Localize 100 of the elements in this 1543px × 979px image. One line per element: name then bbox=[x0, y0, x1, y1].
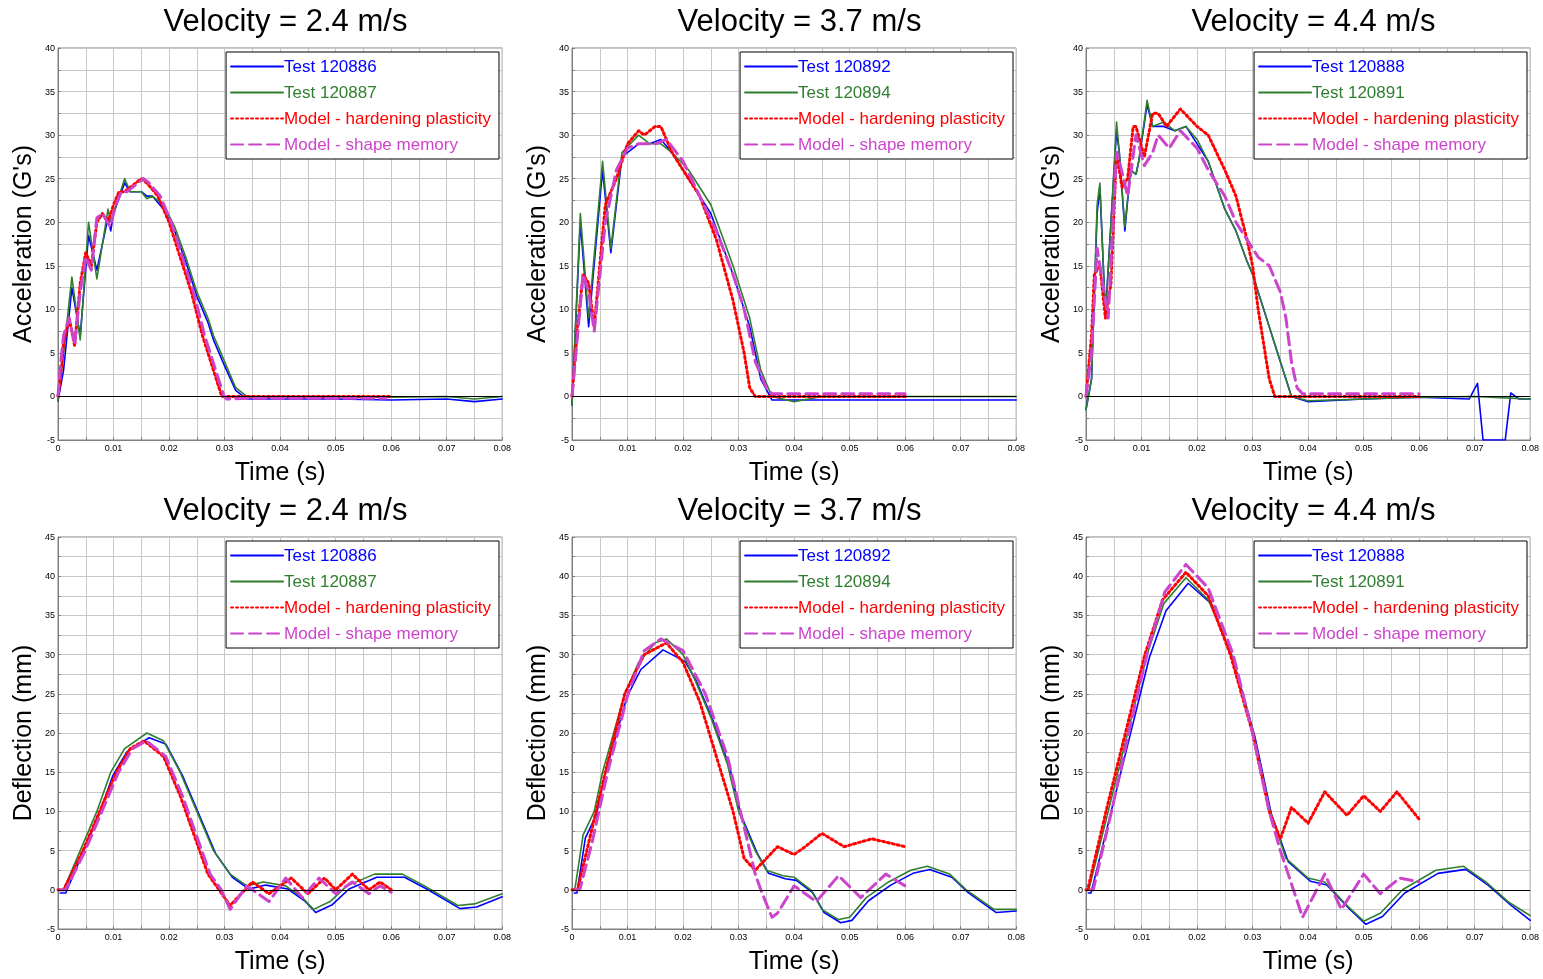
x-tick-label: 0.03 bbox=[1243, 442, 1262, 453]
x-tick-label: 0.03 bbox=[729, 931, 748, 942]
y-tick-label: 20 bbox=[1072, 728, 1083, 738]
x-axis-title: Time (s) bbox=[1262, 945, 1354, 974]
x-tick-label: 0.04 bbox=[785, 931, 803, 942]
x-tick-label: 0.02 bbox=[1188, 931, 1206, 942]
x-tick-label: 0.08 bbox=[493, 442, 512, 453]
y-tick-label: 30 bbox=[44, 649, 55, 660]
legend-label: Test 120894 bbox=[798, 83, 891, 102]
x-tick-label: 0.01 bbox=[104, 931, 123, 942]
legend-label: Test 120888 bbox=[1312, 57, 1405, 76]
legend-label: Model - shape memory bbox=[284, 624, 459, 643]
x-tick-label: 0.06 bbox=[1410, 931, 1428, 942]
legend-label: Test 120892 bbox=[798, 57, 891, 76]
y-tick-label: 5 bbox=[563, 845, 569, 856]
y-tick-label: 20 bbox=[558, 217, 569, 228]
x-tick-label: 0.05 bbox=[326, 931, 345, 942]
chart-title: Velocity = 3.7 m/s bbox=[677, 3, 922, 38]
legend-label: Test 120891 bbox=[1312, 83, 1405, 102]
y-tick-label: 35 bbox=[558, 610, 569, 621]
y-tick-label: 35 bbox=[44, 86, 55, 97]
y-tick-label: 0 bbox=[49, 884, 55, 895]
chart-title: Velocity = 2.4 m/s bbox=[163, 492, 408, 527]
legend-label: Model - hardening plasticity bbox=[284, 109, 492, 128]
x-tick-label: 0.05 bbox=[840, 442, 859, 453]
y-tick-label: 0 bbox=[1077, 391, 1083, 402]
x-tick-label: 0.06 bbox=[896, 931, 914, 942]
legend-label: Model - shape memory bbox=[1312, 624, 1487, 643]
y-tick-label: 5 bbox=[563, 347, 569, 358]
y-tick-label: 40 bbox=[1072, 571, 1083, 582]
x-tick-label: 0.08 bbox=[1521, 931, 1540, 942]
x-axis-title: Time (s) bbox=[234, 456, 326, 485]
x-axis-title: Time (s) bbox=[234, 945, 326, 974]
x-tick-label: 0.07 bbox=[437, 442, 456, 453]
legend-label: Test 120886 bbox=[284, 546, 377, 565]
x-tick-label: 0.02 bbox=[674, 442, 692, 453]
x-tick-label: 0.04 bbox=[785, 442, 803, 453]
legend-label: Test 120887 bbox=[284, 572, 377, 591]
x-tick-label: 0.02 bbox=[160, 931, 178, 942]
x-tick-label: 0.05 bbox=[1354, 931, 1373, 942]
y-tick-label: 15 bbox=[44, 767, 55, 778]
y-axis-title: Deflection (mm) bbox=[7, 644, 36, 822]
y-tick-label: -5 bbox=[560, 435, 569, 445]
y-tick-label: 5 bbox=[49, 347, 55, 358]
x-tick-label: 0.03 bbox=[215, 931, 234, 942]
x-tick-label: 0.07 bbox=[951, 931, 970, 942]
x-tick-label: 0.04 bbox=[1299, 442, 1317, 453]
y-tick-label: 30 bbox=[558, 649, 569, 660]
y-tick-label: 45 bbox=[1072, 532, 1083, 542]
y-axis-title: Acceleration (G's) bbox=[1035, 145, 1064, 343]
x-tick-label: 0.08 bbox=[1007, 931, 1026, 942]
x-tick-label: 0.02 bbox=[1188, 442, 1206, 453]
y-tick-label: 10 bbox=[558, 304, 569, 315]
x-tick-label: 0.02 bbox=[160, 442, 178, 453]
x-tick-label: 0.07 bbox=[1465, 931, 1484, 942]
legend-label: Model - shape memory bbox=[1312, 135, 1487, 154]
x-tick-label: 0.03 bbox=[1243, 931, 1262, 942]
x-tick-label: 0.06 bbox=[1410, 442, 1428, 453]
legend-label: Model - hardening plasticity bbox=[1312, 598, 1520, 617]
x-tick-label: 0.05 bbox=[840, 931, 859, 942]
y-tick-label: 30 bbox=[558, 130, 569, 141]
y-tick-label: 0 bbox=[563, 391, 569, 402]
y-tick-label: -5 bbox=[46, 435, 55, 445]
y-tick-label: 30 bbox=[1072, 130, 1083, 141]
x-tick-label: 0.03 bbox=[729, 442, 748, 453]
x-tick-label: 0.01 bbox=[618, 931, 637, 942]
y-tick-label: 5 bbox=[49, 845, 55, 856]
y-axis-title: Acceleration (G's) bbox=[7, 145, 36, 343]
legend-label: Test 120886 bbox=[284, 57, 377, 76]
y-tick-label: 15 bbox=[558, 767, 569, 778]
legend-label: Model - hardening plasticity bbox=[1312, 109, 1520, 128]
y-tick-label: 25 bbox=[44, 173, 55, 184]
x-tick-label: 0.01 bbox=[1132, 931, 1151, 942]
y-tick-label: 25 bbox=[1072, 173, 1083, 184]
y-tick-label: 10 bbox=[1072, 806, 1083, 817]
y-tick-label: 5 bbox=[1077, 347, 1083, 358]
x-tick-label: 0.05 bbox=[326, 442, 345, 453]
y-tick-label: 40 bbox=[44, 43, 55, 53]
y-axis-title: Deflection (mm) bbox=[521, 644, 550, 822]
y-tick-label: 0 bbox=[1077, 884, 1083, 895]
chart-title: Velocity = 2.4 m/s bbox=[163, 3, 408, 38]
y-tick-label: 30 bbox=[1072, 649, 1083, 660]
x-tick-label: 0.08 bbox=[1007, 442, 1026, 453]
chart-title: Velocity = 4.4 m/s bbox=[1191, 3, 1436, 38]
x-axis-title: Time (s) bbox=[1262, 456, 1354, 485]
y-tick-label: 10 bbox=[558, 806, 569, 817]
legend-label: Test 120892 bbox=[798, 546, 891, 565]
y-tick-label: 25 bbox=[558, 173, 569, 184]
legend-label: Test 120888 bbox=[1312, 546, 1405, 565]
y-tick-label: -5 bbox=[1074, 435, 1083, 445]
y-tick-label: 0 bbox=[49, 391, 55, 402]
x-tick-label: 0.02 bbox=[674, 931, 692, 942]
y-tick-label: 15 bbox=[1072, 767, 1083, 778]
legend-label: Model - shape memory bbox=[798, 135, 973, 154]
x-tick-label: 0.04 bbox=[271, 931, 289, 942]
x-tick-label: 0.06 bbox=[896, 442, 914, 453]
y-tick-label: 25 bbox=[1072, 688, 1083, 699]
y-tick-label: 40 bbox=[558, 43, 569, 53]
chart-title: Velocity = 3.7 m/s bbox=[677, 492, 922, 527]
y-tick-label: 0 bbox=[563, 884, 569, 895]
